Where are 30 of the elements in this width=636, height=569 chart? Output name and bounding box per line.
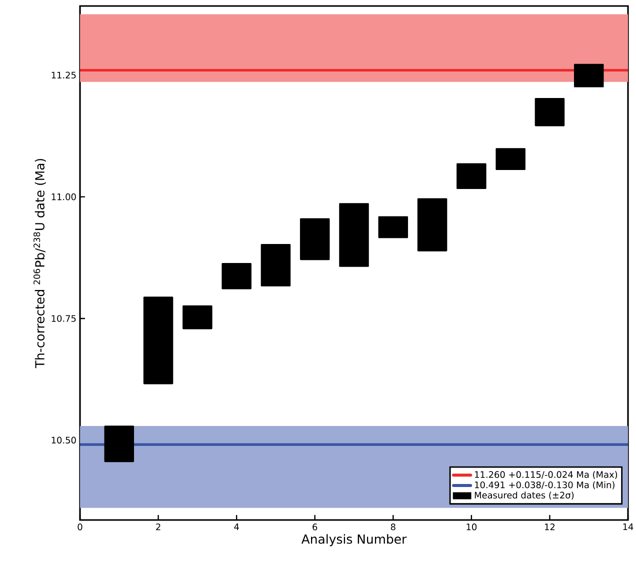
legend-label: Measured dates (±2σ) <box>474 492 574 500</box>
x-tick-label: 14 <box>623 524 634 530</box>
x-tick-label: 12 <box>545 524 555 530</box>
y-tick-label: 10.75 <box>52 315 76 322</box>
x-tick-label: 4 <box>234 524 239 530</box>
bar <box>222 262 252 290</box>
x-tick-label: 6 <box>312 524 318 530</box>
bar <box>143 296 174 384</box>
x-tick-label: 2 <box>156 524 160 530</box>
y-axis-title: Th-corrected $^{206}$Pb/$^{238}$U date (Ma) <box>34 158 46 368</box>
bar <box>417 198 448 252</box>
bar <box>378 216 408 238</box>
bar <box>182 305 212 330</box>
bar <box>300 218 330 260</box>
legend-label: 10.491 +0.038/-0.130 Ma (Min) <box>475 481 614 490</box>
y-tick-label: 11.25 <box>52 72 76 78</box>
bar <box>574 64 604 88</box>
bar <box>260 244 291 286</box>
y-tick-label: 10.50 <box>52 436 76 444</box>
x-axis-title: Analysis Number <box>301 534 407 546</box>
y-tick-label: 11.00 <box>52 193 76 200</box>
x-tick-label: 0 <box>78 524 82 530</box>
bar <box>456 163 486 190</box>
bar <box>496 148 526 170</box>
bar <box>339 203 369 267</box>
x-tick-label: 8 <box>390 524 396 530</box>
legend-label: 11.260 +0.115/-0.024 Ma (Max) <box>475 470 618 479</box>
bar <box>104 426 134 462</box>
bar <box>534 98 565 126</box>
x-tick-label: 10 <box>466 524 477 530</box>
